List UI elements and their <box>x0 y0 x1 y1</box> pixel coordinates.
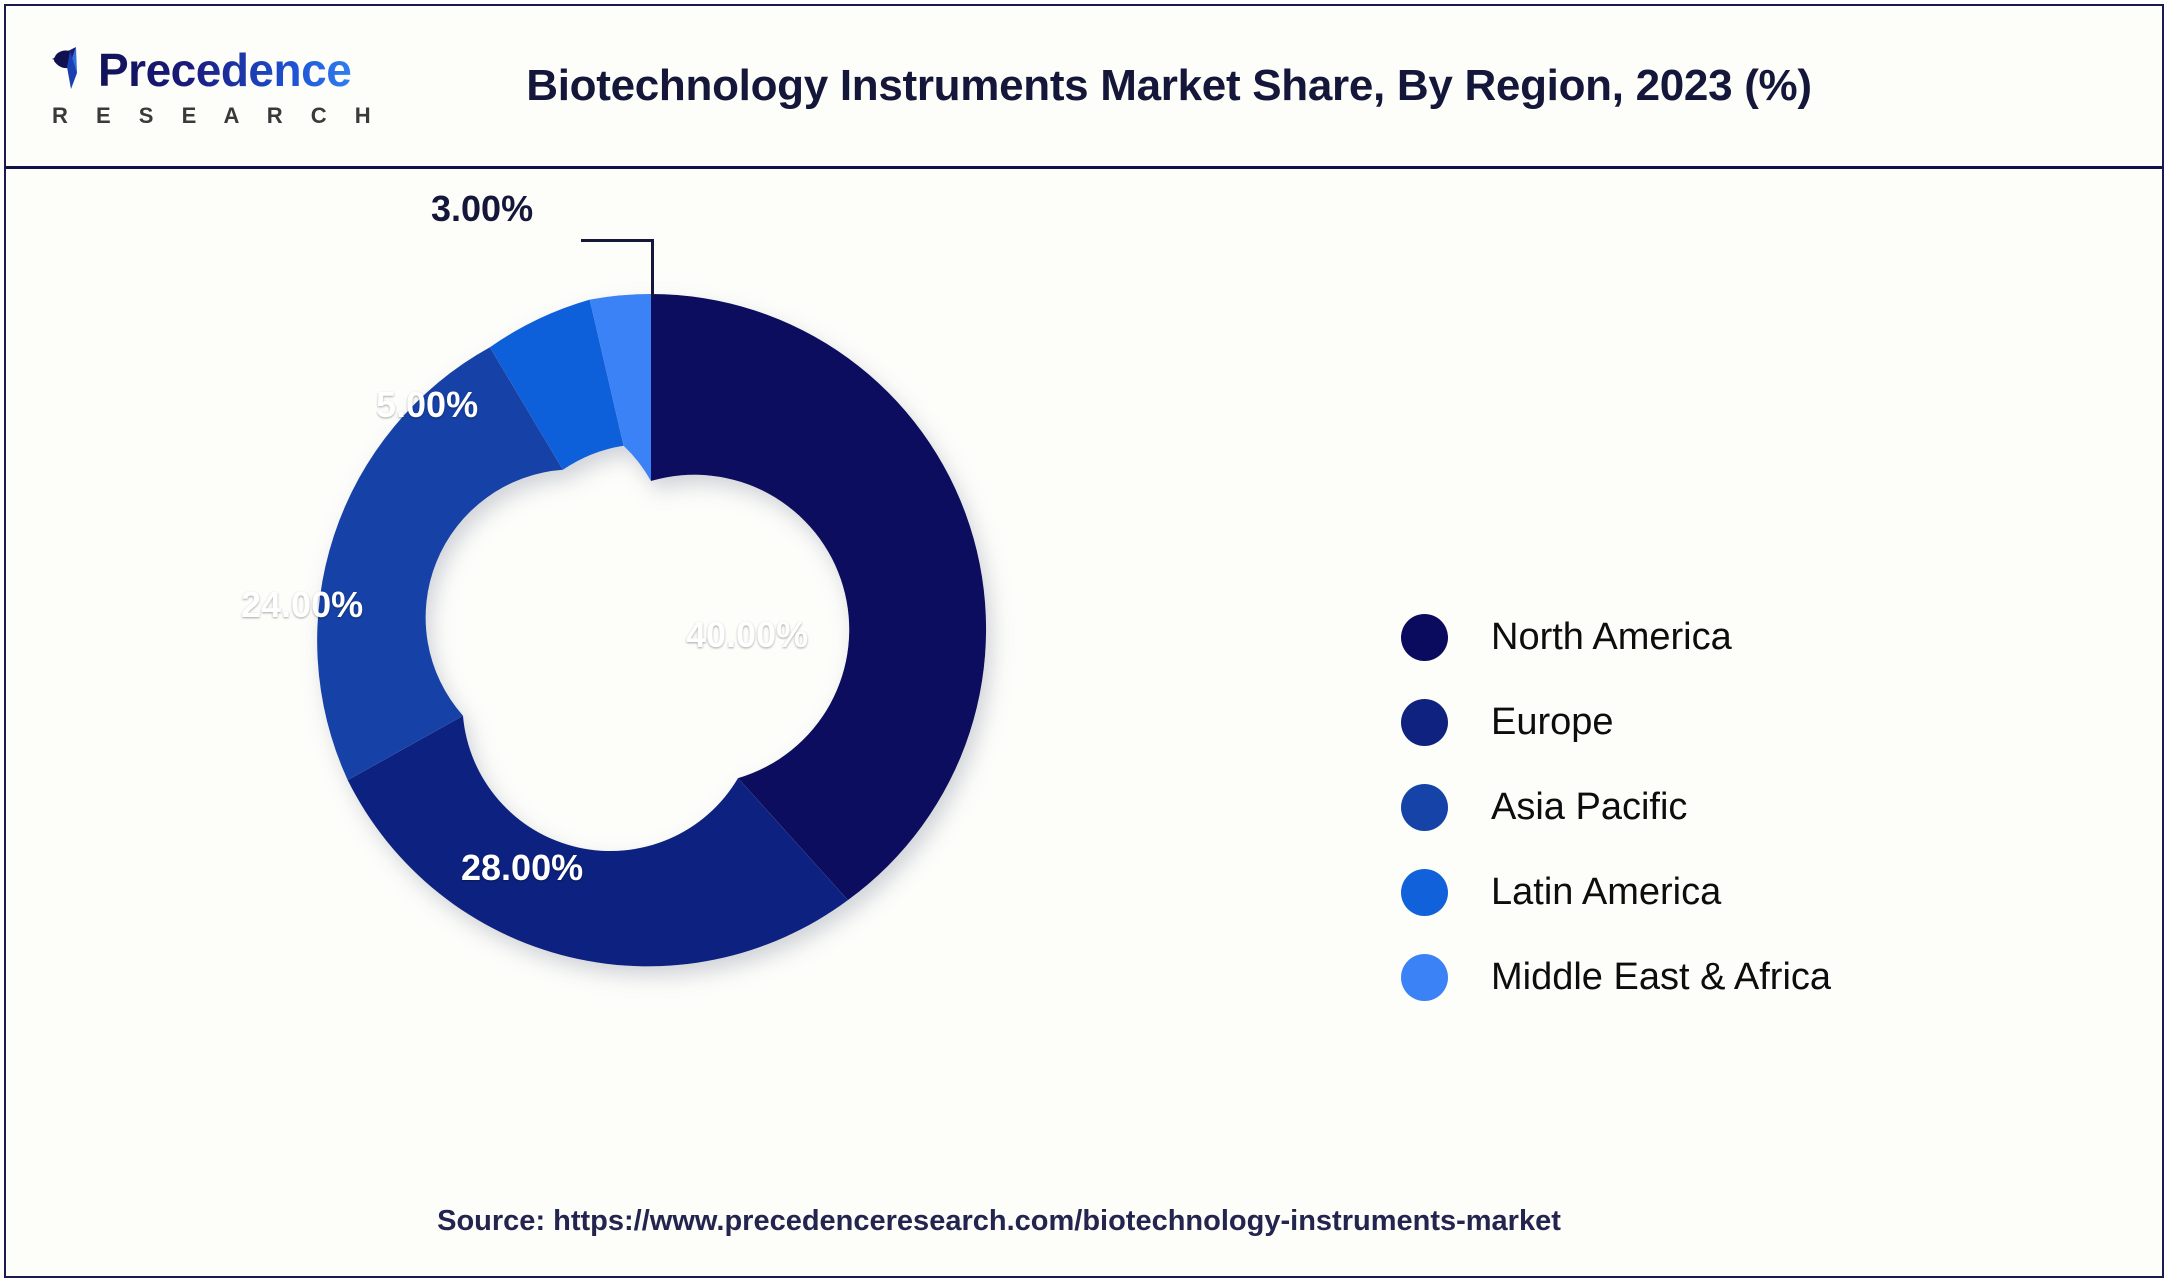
slice-middle-east-africa[interactable] <box>589 293 651 481</box>
legend-swatch-europe <box>1401 699 1448 746</box>
donut-chart: 3.00% 5.00% 24.00% 28.00% 40.00% <box>6 169 1306 1179</box>
chart-body: 3.00% 5.00% 24.00% 28.00% 40.00% North A… <box>6 169 2162 1276</box>
value-label-europe: 28.00% <box>461 847 584 888</box>
value-label-middle-east-africa: 3.00% <box>431 188 534 229</box>
legend-swatch-middle-east-africa <box>1401 954 1448 1001</box>
value-label-asia-pacific: 24.00% <box>241 584 364 625</box>
chart-legend: North America Europe Asia Pacific Latin … <box>1401 614 1831 1001</box>
slice-latin-america[interactable] <box>489 299 624 470</box>
legend-swatch-latin-america <box>1401 869 1448 916</box>
legend-item-middle-east-africa[interactable]: Middle East & Africa <box>1401 954 1831 1001</box>
donut-slices <box>317 293 987 967</box>
legend-label-latin-america: Latin America <box>1491 871 1722 913</box>
page-title: Biotechnology Instruments Market Share, … <box>526 61 1812 110</box>
value-label-north-america: 40.00% <box>686 614 809 655</box>
legend-label-middle-east-africa: Middle East & Africa <box>1491 956 1832 998</box>
brand-logo-row: Precedence <box>46 41 386 99</box>
chart-header: Precedence R E S E A R C H Biotechnology… <box>6 6 2162 169</box>
legend-item-north-america[interactable]: North America <box>1401 614 1831 661</box>
brand-logo: Precedence R E S E A R C H <box>46 36 386 131</box>
precedence-logo-mark-icon <box>46 43 100 97</box>
legend-item-asia-pacific[interactable]: Asia Pacific <box>1401 784 1831 831</box>
slice-europe[interactable] <box>347 715 848 967</box>
leader-line-horizontal <box>581 239 653 242</box>
legend-swatch-asia-pacific <box>1401 784 1448 831</box>
value-label-latin-america: 5.00% <box>376 384 479 425</box>
legend-label-europe: Europe <box>1491 701 1614 743</box>
source-note: Source: https://www.precedenceresearch.c… <box>437 1205 1561 1237</box>
brand-subtitle: R E S E A R C H <box>52 102 382 128</box>
slice-asia-pacific[interactable] <box>317 347 563 781</box>
slice-north-america[interactable] <box>651 294 987 901</box>
legend-label-north-america: North America <box>1491 616 1732 658</box>
leader-line-vertical <box>651 239 654 299</box>
legend-swatch-north-america <box>1401 614 1448 661</box>
legend-label-asia-pacific: Asia Pacific <box>1491 786 1688 828</box>
legend-item-latin-america[interactable]: Latin America <box>1401 869 1831 916</box>
chart-card: Precedence R E S E A R C H Biotechnology… <box>4 4 2164 1278</box>
legend-item-europe[interactable]: Europe <box>1401 699 1831 746</box>
donut-svg <box>317 293 987 967</box>
donut-graphic: 3.00% 5.00% 24.00% 28.00% 40.00% <box>241 179 1131 1079</box>
brand-name: Precedence <box>98 43 352 96</box>
